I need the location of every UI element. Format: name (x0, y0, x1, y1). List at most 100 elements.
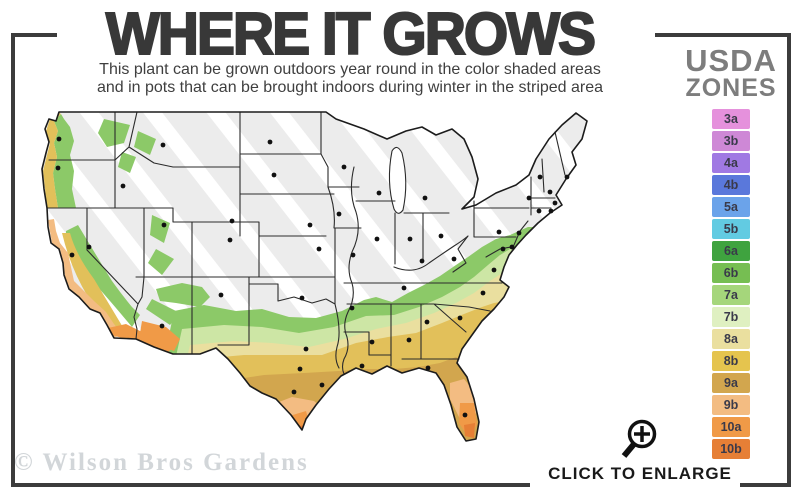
zone-label: 3b (723, 134, 739, 148)
city-dot (496, 229, 502, 235)
subtitle: This plant can be grown outdoors year ro… (40, 61, 660, 97)
zone-label: 8b (723, 354, 739, 368)
city-dot (552, 200, 558, 206)
usda-zones-legend: USDA ZONES 3a 3b 4a 4b 5a 5b 6a 6b 7a 7b 8a 8b 9a 9b 1… (678, 43, 784, 461)
zone-band-deep-orange-texas-tip (295, 424, 307, 437)
city-dot (341, 164, 347, 170)
city-dot (319, 382, 325, 388)
us-outline (41, 111, 588, 442)
city-dot (229, 218, 235, 224)
zone-label: 5a (724, 200, 738, 214)
legend-zone-list: 3a 3b 4a 4b 5a 5b 6a 6b 7a 7b 8a 8b 9a 9b 10a 10b (678, 109, 784, 461)
legend-zone-row: 8b (712, 351, 750, 371)
city-dot (316, 246, 322, 252)
zone-label: 5b (723, 222, 739, 236)
frame-border-top-right (655, 33, 791, 37)
zone-label: 3a (724, 112, 738, 126)
city-dot (438, 233, 444, 239)
zone-label: 10a (720, 420, 742, 434)
city-dot (307, 222, 313, 228)
legend-zone-row: 7b (712, 307, 750, 327)
city-dot (369, 339, 375, 345)
zone-shading-layers (42, 112, 587, 441)
subtitle-line-2: and in pots that can be brought indoors … (96, 79, 604, 96)
legend-zone-row: 6b (712, 263, 750, 283)
legend-zone-row: 10b (712, 439, 750, 459)
city-dot (120, 183, 126, 189)
city-dot (491, 267, 497, 273)
legend-title-zones: ZONES (685, 74, 777, 102)
city-dot (56, 136, 62, 142)
magnifier-plus-icon[interactable] (616, 414, 664, 462)
city-dot (451, 256, 457, 262)
city-dot (359, 363, 365, 369)
legend-zone-row: 9a (712, 373, 750, 393)
city-dot (516, 230, 522, 236)
city-dot (55, 165, 61, 171)
city-dot (526, 195, 532, 201)
city-dot (69, 252, 75, 258)
city-dot (349, 305, 355, 311)
zone-label: 9b (723, 398, 739, 412)
watermark: © Wilson Bros Gardens (14, 449, 309, 476)
city-dot (350, 252, 356, 258)
legend-zone-row: 8a (712, 329, 750, 349)
page-title: WHERE IT GROWS (105, 0, 597, 69)
usda-zone-map[interactable] (4, 97, 624, 449)
city-dots (55, 136, 570, 418)
legend-zone-row: 6a (712, 241, 750, 261)
zone-label: 4a (724, 156, 738, 170)
legend-zone-row: 4b (712, 175, 750, 195)
city-dot (299, 295, 305, 301)
zone-label: 8a (724, 332, 738, 346)
city-dot (537, 174, 543, 180)
frame-border-bottom-left (11, 483, 530, 487)
city-dot (406, 337, 412, 343)
legend-zone-row: 3b (712, 131, 750, 151)
frame-border-left (11, 33, 15, 487)
zone-id-panhandle-green (118, 131, 156, 173)
legend-zone-row: 3a (712, 109, 750, 129)
subtitle-line-1: This plant can be grown outdoors year ro… (99, 61, 601, 78)
zone-ca-valley-gold (62, 233, 124, 333)
legend-zone-row: 10a (712, 417, 750, 437)
city-dot (227, 237, 233, 243)
city-dot (419, 258, 425, 264)
zone-label: 9a (724, 376, 738, 390)
city-dot (457, 315, 463, 321)
city-dot (218, 292, 224, 298)
zone-label: 6b (723, 266, 739, 280)
enlarge-control[interactable]: CLICK TO ENLARGE (540, 414, 740, 484)
legend-zone-row: 5a (712, 197, 750, 217)
city-dot (564, 174, 570, 180)
click-to-enlarge-label[interactable]: CLICK TO ENLARGE (548, 464, 732, 483)
city-dot (86, 244, 92, 250)
city-dot (267, 139, 273, 145)
city-dot (159, 323, 165, 329)
zone-wa-cascade-green (98, 119, 130, 147)
zone-label: 7a (724, 288, 738, 302)
city-dot (548, 208, 554, 214)
city-dot (297, 366, 303, 372)
legend-zone-row: 4a (712, 153, 750, 173)
zone-ca-coast-peach (48, 219, 122, 338)
zone-label: 10b (720, 442, 742, 456)
city-dot (374, 236, 380, 242)
city-dot (500, 246, 506, 252)
city-dot (160, 142, 166, 148)
legend-title-usda: USDA (685, 43, 777, 78)
frame-border-top-left (11, 33, 57, 37)
zone-utah-green (148, 215, 174, 275)
frame-border-right (787, 33, 791, 487)
us-map-svg (41, 111, 588, 442)
zone-ca-sierra-green (66, 225, 140, 327)
state-border-lines (46, 111, 566, 375)
city-dot (303, 346, 309, 352)
city-dot (376, 190, 382, 196)
city-dot (271, 172, 277, 178)
city-dot (336, 211, 342, 217)
city-dot (547, 189, 553, 195)
city-dot (401, 285, 407, 291)
city-dot (407, 236, 413, 242)
